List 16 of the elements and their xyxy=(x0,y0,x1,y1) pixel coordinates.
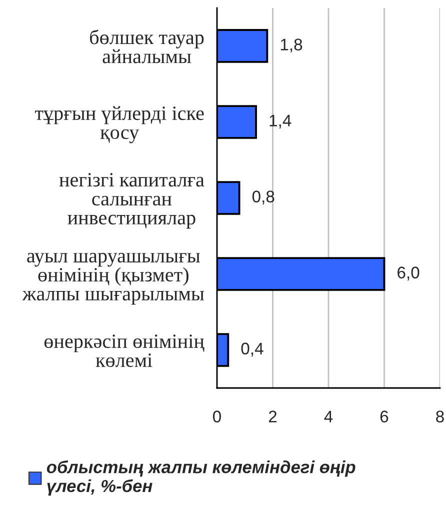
y-tick-label: тұрғын үйлерді іске қосу xyxy=(34,106,204,144)
data-label: 1,8 xyxy=(280,38,302,52)
x-tick-label: 2 xyxy=(268,410,277,422)
y-tick-label: ауыл шаруашылығы өнімінің (қызмет) жалпы шығарылымы xyxy=(22,252,204,305)
x-tick-label: 8 xyxy=(436,410,444,422)
legend-label: облыстың жалпы көлеміндегі өңір үлесі, %-бен xyxy=(46,460,356,496)
y-tick-label: бөлшек тауар айналымы xyxy=(90,30,204,64)
x-tick-label: 0 xyxy=(212,410,221,422)
x-tick-label: 6 xyxy=(380,410,388,422)
y-tick-label: негізгі капиталға салынған инвестициялар xyxy=(59,173,204,229)
data-label: 0,8 xyxy=(252,190,274,204)
y-tick-label: өнеркәсіп өнімінің көлемі xyxy=(44,334,204,368)
data-label: 1,4 xyxy=(270,114,292,128)
x-tick-label: 4 xyxy=(324,410,333,422)
data-label: 6,0 xyxy=(398,266,420,280)
data-label: 0,4 xyxy=(241,342,264,356)
